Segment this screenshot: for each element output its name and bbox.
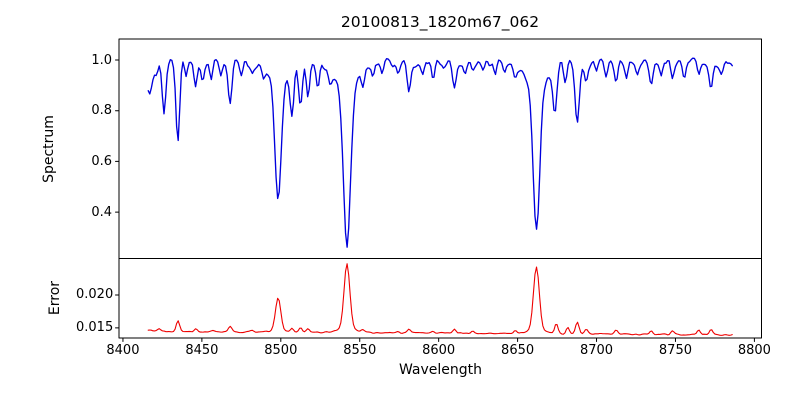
error-y-tick-label: 0.015 — [76, 320, 114, 336]
spectrum-y-tick-label: 0.6 — [91, 153, 112, 169]
wavelength-axis-label: Wavelength — [398, 362, 483, 378]
x-tick-label: 8600 — [422, 343, 456, 358]
chart-title: 20100813_1820m67_062 — [340, 13, 540, 31]
error-axis-label: Error — [47, 280, 63, 316]
x-tick-label: 8700 — [579, 343, 614, 358]
x-tick-label: 8400 — [106, 343, 140, 358]
x-tick-label: 8550 — [343, 343, 377, 358]
x-tick-label: 8650 — [501, 343, 535, 358]
error-y-tick-label: 0.020 — [76, 287, 114, 303]
spectrum-axis-label: Spectrum — [41, 115, 57, 183]
x-tick-label: 8450 — [185, 343, 219, 358]
x-tick-label: 8750 — [658, 343, 692, 358]
spectrum-y-tick-label: 1.0 — [91, 52, 112, 68]
spectrum-y-tick-label: 0.4 — [91, 204, 112, 220]
x-tick-label: 8800 — [737, 343, 771, 358]
spectrum-y-tick-label: 0.8 — [91, 103, 112, 119]
x-tick-label: 8500 — [264, 343, 298, 358]
